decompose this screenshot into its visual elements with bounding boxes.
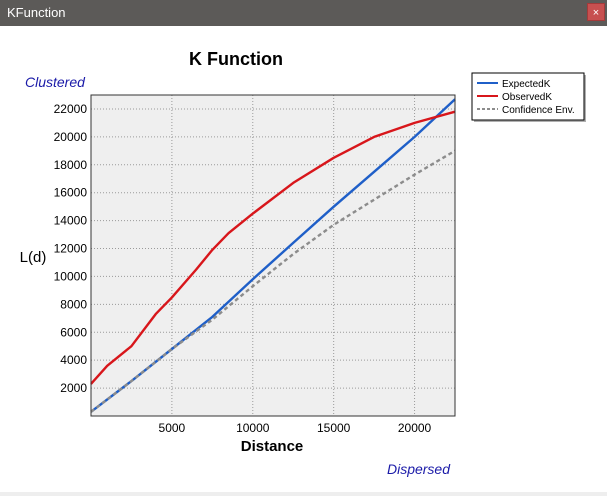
x-tick-label: 5000 — [159, 421, 186, 435]
plot-border — [90, 94, 456, 417]
chart-title: K Function — [189, 49, 283, 69]
y-axis-label: L(d) — [20, 249, 47, 266]
legend-entry: ExpectedK — [502, 79, 551, 90]
y-tick-label: 12000 — [54, 242, 88, 256]
y-tick-label: 22000 — [54, 102, 88, 116]
plot-area — [91, 95, 455, 416]
x-tick-label: 15000 — [317, 421, 351, 435]
window-title: KFunction — [7, 5, 66, 20]
series-line — [90, 98, 456, 413]
y-tick-label: 14000 — [54, 214, 88, 228]
clustered-label: Clustered — [25, 74, 86, 90]
y-tick-label: 10000 — [54, 269, 88, 283]
legend-entry: ObservedK — [502, 92, 552, 103]
y-tick-label: 8000 — [60, 297, 87, 311]
y-tick-label: 20000 — [54, 130, 88, 144]
title-bar: KFunction × — [0, 0, 607, 26]
close-button[interactable]: × — [587, 3, 605, 21]
chart-panel: 5000 10000 15000 20000 2000 4000 6000 8000 10000… — [0, 26, 607, 496]
k-function-chart: 5000 10000 15000 20000 2000 4000 6000 8000 10000… — [20, 49, 586, 477]
y-tick-label: 2000 — [60, 381, 87, 395]
x-tick-label: 10000 — [236, 421, 270, 435]
window-bottom-edge — [0, 492, 607, 496]
series-line — [90, 110, 456, 385]
dispersed-label: Dispersed — [387, 461, 451, 477]
y-tick-label: 16000 — [54, 186, 88, 200]
y-tick-label: 18000 — [54, 158, 88, 172]
y-tick-label: 4000 — [60, 353, 87, 367]
legend-entry: Confidence Env. — [502, 105, 575, 116]
y-tick-label: 6000 — [60, 325, 87, 339]
x-axis-label: Distance — [241, 438, 304, 455]
x-tick-label: 20000 — [398, 421, 432, 435]
